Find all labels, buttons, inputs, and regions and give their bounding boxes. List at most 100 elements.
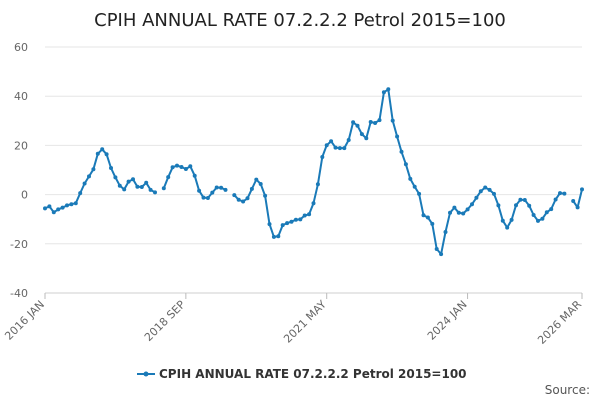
data-point[interactable]	[210, 190, 215, 195]
data-point[interactable]	[47, 204, 52, 209]
data-point[interactable]	[65, 203, 69, 208]
data-point[interactable]	[205, 196, 210, 200]
data-point[interactable]	[320, 155, 325, 159]
data-point[interactable]	[390, 118, 395, 123]
data-point[interactable]	[232, 193, 237, 198]
data-point[interactable]	[536, 218, 540, 223]
data-point[interactable]	[412, 184, 417, 189]
data-point[interactable]	[509, 217, 514, 222]
data-point[interactable]	[166, 175, 171, 180]
data-point[interactable]	[439, 252, 444, 257]
data-point[interactable]	[298, 217, 303, 222]
data-point[interactable]	[214, 185, 219, 190]
data-point[interactable]	[285, 221, 290, 226]
data-point[interactable]	[399, 149, 404, 154]
data-point[interactable]	[461, 211, 466, 216]
data-point[interactable]	[161, 186, 166, 191]
data-point[interactable]	[452, 205, 457, 210]
data-point[interactable]	[271, 234, 276, 239]
data-point[interactable]	[381, 90, 386, 95]
data-point[interactable]	[531, 213, 536, 217]
data-point[interactable]	[236, 197, 241, 202]
data-point[interactable]	[571, 199, 576, 203]
legend[interactable]: CPIH ANNUAL RATE 07.2.2.2 Petrol 2015=10…	[137, 367, 467, 381]
data-point[interactable]	[144, 180, 149, 185]
data-point[interactable]	[91, 167, 96, 172]
data-point[interactable]	[175, 163, 179, 168]
data-point[interactable]	[307, 212, 312, 217]
data-point[interactable]	[421, 213, 426, 218]
data-point[interactable]	[368, 120, 373, 124]
data-point[interactable]	[109, 166, 113, 170]
data-point[interactable]	[179, 165, 184, 169]
data-point[interactable]	[386, 87, 391, 92]
data-point[interactable]	[223, 187, 228, 192]
data-point[interactable]	[478, 189, 483, 194]
data-point[interactable]	[474, 195, 479, 200]
data-point[interactable]	[219, 185, 224, 190]
data-point[interactable]	[100, 147, 105, 152]
data-point[interactable]	[245, 196, 250, 201]
data-point[interactable]	[395, 134, 400, 139]
data-point[interactable]	[267, 222, 272, 227]
data-point[interactable]	[126, 179, 131, 184]
data-point[interactable]	[434, 247, 439, 251]
data-point[interactable]	[82, 181, 87, 186]
data-point[interactable]	[51, 210, 56, 215]
data-point[interactable]	[580, 187, 584, 192]
data-point[interactable]	[188, 164, 193, 169]
data-point[interactable]	[456, 210, 461, 215]
data-point[interactable]	[197, 188, 202, 193]
data-point[interactable]	[311, 201, 316, 206]
data-point[interactable]	[553, 197, 558, 202]
data-point[interactable]	[373, 121, 378, 125]
data-point[interactable]	[293, 217, 298, 222]
data-point[interactable]	[43, 206, 47, 211]
data-point[interactable]	[443, 230, 448, 234]
data-point[interactable]	[549, 207, 554, 212]
data-point[interactable]	[78, 191, 83, 196]
data-point[interactable]	[558, 191, 562, 196]
data-point[interactable]	[249, 186, 254, 191]
data-point[interactable]	[575, 205, 580, 210]
data-point[interactable]	[201, 195, 206, 200]
data-point[interactable]	[95, 151, 100, 156]
data-point[interactable]	[131, 177, 135, 182]
data-point[interactable]	[518, 197, 523, 202]
data-point[interactable]	[425, 215, 430, 220]
data-point[interactable]	[540, 216, 545, 221]
data-point[interactable]	[430, 221, 435, 226]
data-point[interactable]	[364, 136, 369, 141]
data-point[interactable]	[113, 175, 118, 180]
data-point[interactable]	[153, 190, 157, 195]
data-point[interactable]	[117, 183, 122, 188]
data-point[interactable]	[73, 201, 78, 206]
data-point[interactable]	[315, 182, 320, 187]
data-point[interactable]	[170, 165, 175, 170]
data-point[interactable]	[470, 202, 474, 207]
data-point[interactable]	[289, 219, 294, 224]
data-point[interactable]	[351, 120, 356, 125]
data-point[interactable]	[487, 187, 492, 192]
data-point[interactable]	[522, 198, 527, 202]
data-point[interactable]	[276, 234, 281, 239]
data-point[interactable]	[403, 162, 408, 167]
data-point[interactable]	[324, 143, 329, 148]
data-point[interactable]	[544, 210, 549, 215]
data-point[interactable]	[492, 191, 496, 196]
data-point[interactable]	[329, 139, 334, 144]
data-point[interactable]	[241, 199, 246, 204]
data-point[interactable]	[122, 187, 127, 192]
data-point[interactable]	[263, 193, 268, 198]
data-point[interactable]	[408, 176, 413, 181]
data-point[interactable]	[483, 185, 488, 190]
data-point[interactable]	[337, 146, 342, 151]
data-point[interactable]	[69, 202, 74, 207]
data-point[interactable]	[359, 132, 364, 137]
data-point[interactable]	[87, 174, 91, 179]
data-point[interactable]	[514, 203, 518, 208]
data-point[interactable]	[448, 210, 452, 215]
data-point[interactable]	[355, 123, 360, 128]
data-point[interactable]	[333, 145, 338, 150]
data-point[interactable]	[258, 182, 263, 186]
